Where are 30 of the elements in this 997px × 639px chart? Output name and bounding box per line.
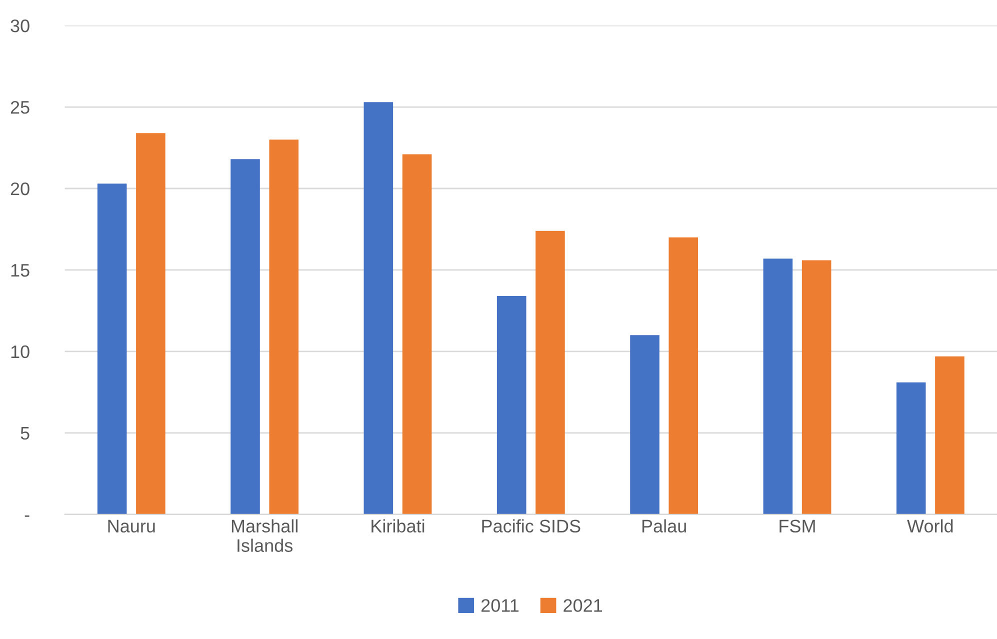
x-tick-label: Marshall Islands: [232, 519, 298, 552]
bar: [802, 260, 832, 514]
y-tick-label: 25: [10, 100, 30, 114]
x-tick-label: World: [907, 519, 953, 533]
y-tick-label: -: [24, 515, 30, 517]
x-tick-label: Pacific SIDS: [482, 519, 580, 533]
bar: [935, 356, 964, 514]
x-tick-label: Palau: [642, 519, 686, 533]
bar: [496, 296, 526, 514]
bar: [269, 140, 299, 514]
y-tick-label: 20: [10, 182, 30, 196]
x-tick-label: Kiribati: [372, 519, 424, 533]
x-tick-label: FSM: [780, 520, 815, 533]
bar: [402, 154, 432, 514]
legend-label: 2011: [481, 599, 519, 612]
bar: [230, 159, 260, 514]
bar: [136, 133, 166, 514]
y-tick-label: 30: [10, 19, 30, 32]
y-tick-label: 5: [20, 427, 30, 440]
bar: [896, 382, 926, 514]
bar: [630, 335, 660, 514]
y-tick-label: 15: [11, 264, 30, 277]
bar: [763, 258, 793, 514]
legend-label: 2021: [564, 599, 602, 612]
bar: [97, 184, 127, 514]
x-tick-label: Nauru: [108, 520, 155, 533]
y-tick-label: 10: [11, 345, 30, 358]
bar: [364, 102, 394, 514]
bar: [668, 237, 698, 514]
bar: [536, 230, 565, 514]
